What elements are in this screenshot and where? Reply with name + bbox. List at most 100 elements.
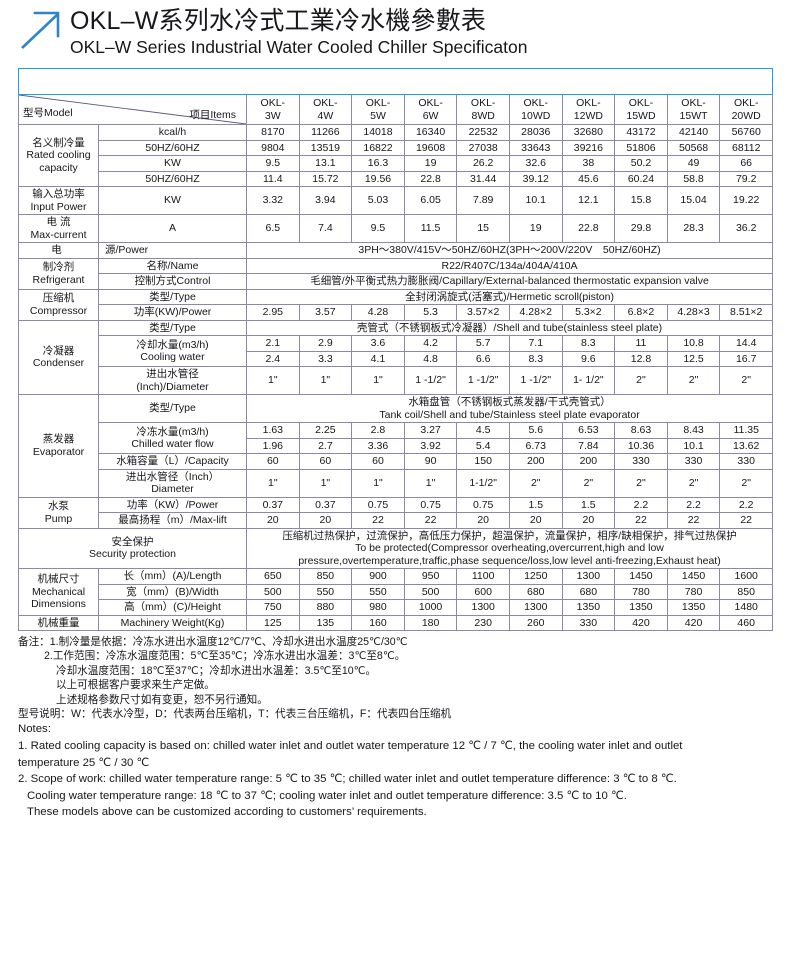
table-banner: OKL-W系列水冷式工业冷水机参数表 xyxy=(17,68,774,95)
row-item-width: 宽（mm）(B)/Width xyxy=(98,583,247,600)
row-item-comp-power: 功率(KW)/Power xyxy=(98,304,247,321)
cell: 42140 xyxy=(666,124,721,141)
cell: 330 xyxy=(561,614,616,631)
cell: 60 xyxy=(298,453,353,470)
cell: 2.95 xyxy=(246,304,300,321)
cell: 650 xyxy=(246,568,300,585)
cell: 51806 xyxy=(614,139,668,156)
cell: 2" xyxy=(666,366,721,395)
row-group-compressor: 压缩机 Compressor xyxy=(18,288,99,321)
cell: 19 xyxy=(403,155,458,172)
cell: 14.4 xyxy=(719,335,774,352)
row-item-type: 类型/Type xyxy=(98,319,247,336)
row-item-ref-control: 控制方式Control xyxy=(98,273,247,290)
page-header: OKL–W系列水冷式工業冷水機參數表 OKL–W Series Industri… xyxy=(0,0,790,68)
cell: 4.5 xyxy=(456,422,510,439)
cell: 11 xyxy=(614,335,668,352)
column-header-model: OKL- 8WD xyxy=(456,94,510,125)
cell: 0.75 xyxy=(456,496,510,513)
cell: 1000 xyxy=(403,599,458,616)
table-row: 冷凝器 Condenser 类型/Type 壳管式（不锈钢板式冷凝器）/Shel… xyxy=(18,319,774,395)
cell: 20 xyxy=(508,512,563,529)
row-item-ref-name: 名称/Name xyxy=(98,257,247,274)
table-row: 输入总功率 Input Power KW 3.32 3.94 5.03 6.05… xyxy=(18,186,774,215)
table-row: 冷却水量(m3/h) Cooling water 2.1 2.9 3.6 4.2… xyxy=(19,335,774,367)
span-refrigerant-name: R22/R407C/134a/404A/410A xyxy=(245,257,774,274)
cell: 2" xyxy=(508,468,563,498)
cell: 5.4 xyxy=(456,437,510,454)
cell: 850 xyxy=(719,583,774,600)
cell: 780 xyxy=(666,583,721,600)
cell: 20 xyxy=(456,512,510,529)
cell: 60 xyxy=(246,453,300,470)
cell: 7.84 xyxy=(561,437,616,454)
cell: 2.7 xyxy=(298,437,353,454)
cell: 8.3 xyxy=(561,335,616,352)
cell: 260 xyxy=(508,614,563,631)
cell: 2" xyxy=(719,468,774,498)
cell: 950 xyxy=(403,568,458,585)
cell: 28036 xyxy=(508,124,563,141)
row-group-condenser: 冷凝器 Condenser xyxy=(18,319,99,395)
cell: 1" xyxy=(298,366,353,395)
cell: 12.1 xyxy=(561,186,616,215)
cell: 4.1 xyxy=(351,350,405,367)
note-cn-1: 备注：1.制冷量是依据：冷冻水进出水温度12℃/7℃、冷却水进出水温度25℃/3… xyxy=(18,636,408,648)
note-cn-2: 2.工作范围：冷冻水温度范围：5℃至35℃；冷冻水进出水温差：3℃至8℃。 xyxy=(44,650,406,663)
cell: 1" xyxy=(403,468,458,498)
cell: 2" xyxy=(614,468,668,498)
cell: 15.04 xyxy=(666,186,721,215)
cell: 22532 xyxy=(456,124,510,141)
cell: 32.6 xyxy=(508,155,563,172)
cell: 22.8 xyxy=(561,214,616,243)
security-line-1: 压缩机过热保护，过流保护，高低压力保护，超温保护，流量保护，相序/缺相保护，排气… xyxy=(282,529,737,542)
cell: 20 xyxy=(561,512,616,529)
row-group-power-supply: 电 xyxy=(18,242,99,259)
row-item-evap-water: 冷冻水量(m3/h) Chilled water flow xyxy=(98,422,247,454)
cell: 1" xyxy=(246,366,300,395)
cell: 12.5 xyxy=(666,350,721,367)
row-item-kcal: kcal/h xyxy=(98,124,247,141)
table-row: 2.4 3.3 4.1 4.8 6.6 8.3 9.6 12.8 12.5 16… xyxy=(19,350,774,367)
cell: 880 xyxy=(298,599,353,616)
table-row: 压缩机 Compressor 类型/Type 全封闭涡旋式(活塞式)/Herme… xyxy=(18,288,774,321)
cell: 1600 xyxy=(719,568,774,585)
cell: 125 xyxy=(246,614,300,631)
cell: 56760 xyxy=(719,124,774,141)
cell: 150 xyxy=(456,453,510,470)
table-row: 控制方式Control 毛细管/外平衡式热力膨胀阀/Capillary/Exte… xyxy=(19,273,774,290)
cell: 16340 xyxy=(403,124,458,141)
evap-type-line1: 水箱盘管（不锈钢板式蒸发器/干式壳管式） xyxy=(408,396,611,408)
note-cn-3: 冷却水温度范围：18℃至37℃；冷却水进出水温差：3.5℃至10℃。 xyxy=(56,664,377,677)
cell: 79.2 xyxy=(719,170,774,187)
cell: 330 xyxy=(666,453,721,470)
cell: 4.28 xyxy=(351,304,405,321)
table-row: 宽（mm）(B)/Width 500 550 550 500 600 680 6… xyxy=(19,583,774,600)
cell: 1" xyxy=(246,468,300,498)
corner-label-items: 项目Items xyxy=(189,108,236,121)
cell: 7.1 xyxy=(508,335,563,352)
table-row: 水箱容量（L）/Capacity 60 60 60 90 150 200 200… xyxy=(19,453,774,470)
row-item-kw-only: KW xyxy=(98,186,247,215)
table-row: 冷冻水量(m3/h) Chilled water flow 1.63 2.25 … xyxy=(19,422,774,454)
cell: 4.2 xyxy=(403,335,458,352)
cell: 22.8 xyxy=(403,170,458,187)
cell: 2.1 xyxy=(246,335,300,352)
column-header-model: OKL- 3W xyxy=(246,94,300,125)
cell: 3.6 xyxy=(351,335,405,352)
cell: 550 xyxy=(351,583,405,600)
row-item-height: 高（mm）(C)/Height xyxy=(98,599,247,616)
cell: 6.73 xyxy=(508,437,563,454)
cell: 10.36 xyxy=(614,437,668,454)
cell: 1.96 xyxy=(246,437,300,454)
table-row: 机械尺寸 Mechanical Dimensions 长（mm）(A)/Leng… xyxy=(18,568,774,616)
cell: 38 xyxy=(561,155,616,172)
table-row: 50HZ/60HZ 9804 13519 16822 19608 27038 3… xyxy=(19,139,774,156)
cell: 0.37 xyxy=(246,496,300,513)
cell: 11.5 xyxy=(403,214,458,243)
corner-header-cell: 型号Model 项目Items xyxy=(18,94,247,125)
cell: 29.8 xyxy=(614,214,668,243)
span-evaporator-type: 水箱盘管（不锈钢板式蒸发器/干式壳管式） Tank coil/Shell and… xyxy=(245,394,774,423)
page-title-cn: OKL–W系列水冷式工業冷水機參數表 xyxy=(70,7,487,35)
cell: 2" xyxy=(561,468,616,498)
